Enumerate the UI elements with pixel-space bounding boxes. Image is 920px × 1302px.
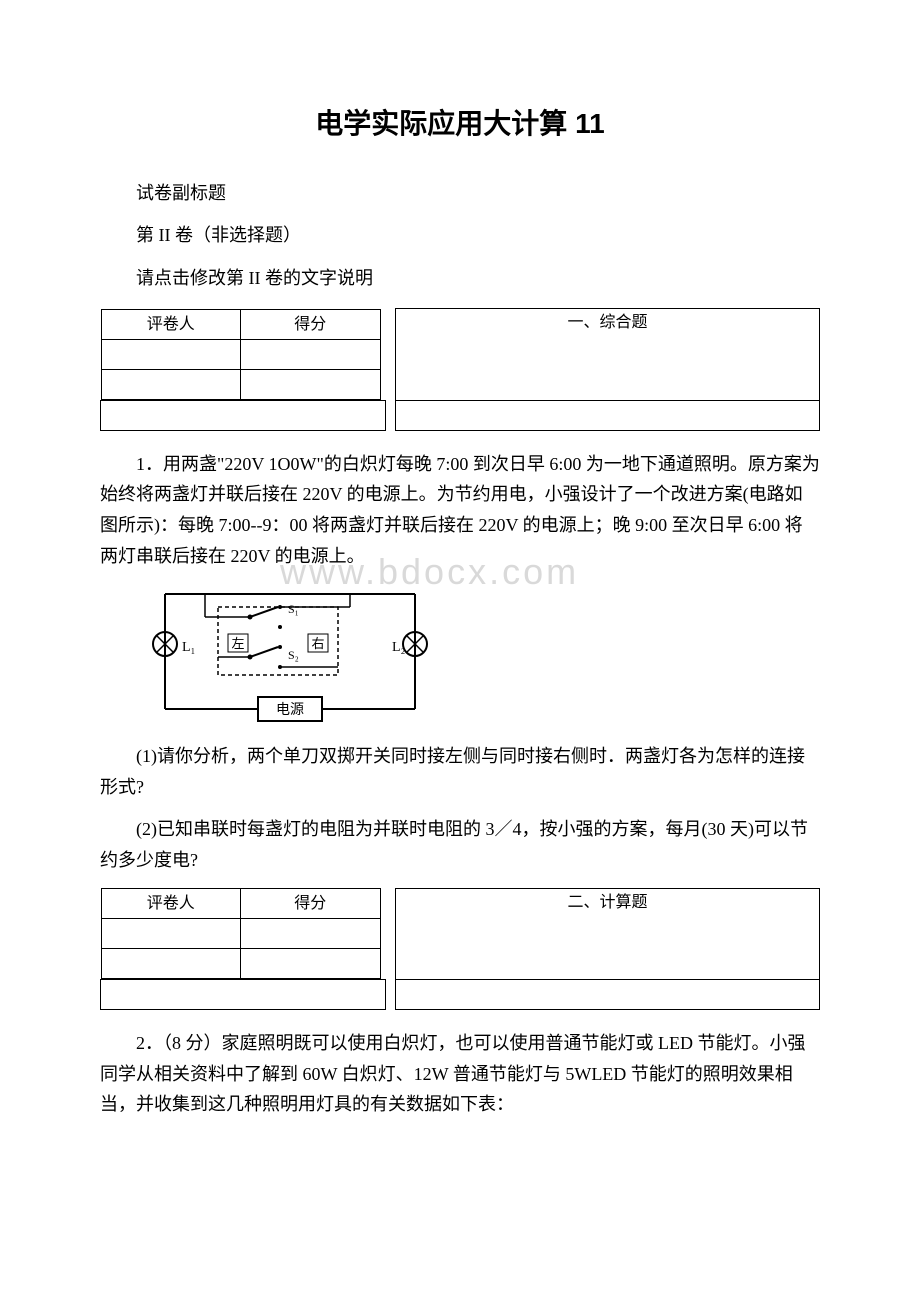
grader-cell	[101, 339, 241, 369]
grader-col: 评卷人	[101, 309, 241, 339]
grader-cell-2	[101, 369, 241, 399]
s1-label: S₁	[288, 602, 299, 616]
bottom-cell-left-2	[101, 980, 386, 1010]
bottom-cell-left-1	[101, 400, 386, 430]
score-table-1: 评卷人 得分 一、综合题	[100, 308, 820, 431]
score-inner-table-2: 评卷人 得分	[101, 888, 381, 979]
score-cell-b2	[241, 949, 381, 979]
problem1-q1: (1)请你分析，两个单刀双掷开关同时接左侧与同时接右侧时．两盏灯各为怎样的连接形…	[100, 741, 820, 802]
grader-cell-b	[101, 919, 241, 949]
score-cell-2	[241, 369, 381, 399]
l1-label: L₁	[182, 640, 195, 655]
section-label-1: 一、综合题	[396, 309, 820, 401]
problem2-intro: 2．（8 分）家庭照明既可以使用白炽灯，也可以使用普通节能灯或 LED 节能灯。…	[100, 1028, 820, 1120]
score-cell-b	[241, 919, 381, 949]
circuit-svg: 电源 L₁ L₂ S₁ S₂ 左 右	[150, 579, 430, 729]
bottom-cell-right-1	[396, 400, 820, 430]
grader-cell-b2	[101, 949, 241, 979]
s2-label: S₂	[288, 648, 299, 662]
score-cell	[241, 339, 381, 369]
page-title: 电学实际应用大计算 11	[100, 100, 820, 148]
section2-header: 第 II 卷（非选择题）	[100, 220, 820, 251]
l2-label: L₂	[392, 640, 406, 655]
problem1-intro: 1．用两盏"220V 1O0W"的白炽灯每晚 7:00 到次日早 6:00 为一…	[100, 449, 820, 571]
score-col: 得分	[241, 309, 381, 339]
right-label: 右	[311, 636, 324, 651]
circuit-diagram: 电源 L₁ L₂ S₁ S₂ 左 右	[150, 579, 820, 729]
section-label-2: 二、计算题	[396, 888, 820, 980]
power-label: 电源	[276, 702, 304, 718]
problem1-q2: (2)已知串联时每盏灯的电阻为并联时电阻的 3／4，按小强的方案，每月(30 天…	[100, 814, 820, 875]
score-inner-table-1: 评卷人 得分	[101, 309, 381, 400]
subtitle: 试卷副标题	[100, 178, 820, 209]
bottom-cell-right-2	[396, 980, 820, 1010]
grader-col-2: 评卷人	[101, 889, 241, 919]
score-col-2: 得分	[241, 889, 381, 919]
score-table-2: 评卷人 得分 二、计算题	[100, 888, 820, 1011]
left-label: 左	[231, 636, 244, 651]
section2-note: 请点击修改第 II 卷的文字说明	[100, 263, 820, 294]
